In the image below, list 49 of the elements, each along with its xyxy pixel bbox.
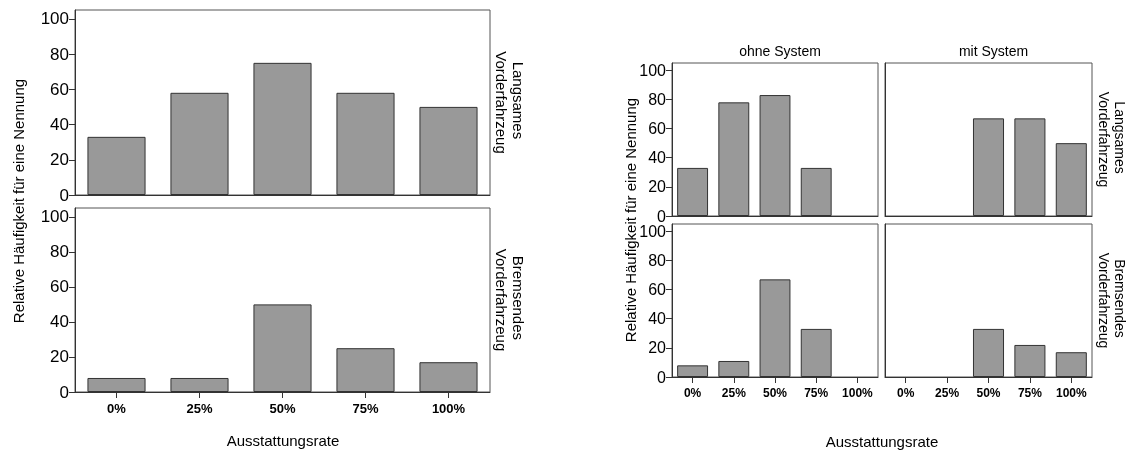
x-tick-label: 100%	[1055, 386, 1087, 400]
y-tick-label: 20	[50, 347, 69, 367]
y-tick-label: 60	[648, 120, 667, 138]
y-tick-label: 0	[657, 368, 667, 386]
x-tick-label: 25%	[721, 386, 747, 400]
y-tick-label: 0	[59, 382, 69, 402]
x-tick-label: 100%	[842, 386, 874, 400]
y-tick-label: 100	[639, 222, 667, 240]
x-tick-label: 25%	[186, 401, 213, 416]
y-tick-label: 20	[648, 339, 667, 357]
y-tick-label: 20	[50, 150, 69, 170]
y-tick-label: 0	[59, 185, 69, 205]
x-tick-label: 0%	[683, 386, 702, 400]
x-tick-label: 50%	[269, 401, 296, 416]
y-tick-label: 80	[648, 251, 667, 269]
y-tick-label: 100	[40, 9, 69, 29]
y-tick-label: 20	[648, 178, 667, 196]
y-tick-label: 100	[40, 207, 69, 227]
x-tick-label: 75%	[804, 386, 829, 400]
x-axis-title: Ausstattungsrate	[226, 431, 340, 449]
x-tick-label: 25%	[935, 386, 960, 400]
text: Bremsendes Vorderfahrzeug	[1096, 252, 1127, 349]
y-tick-label: 40	[648, 149, 667, 167]
y-tick-label: 80	[648, 90, 667, 108]
x-tick-label: 50%	[976, 386, 1001, 400]
y-tick-label: 60	[648, 281, 667, 299]
y-axis-title: Relative Häufigkeit für eine Nennung	[621, 97, 639, 343]
x-tick-label: 75%	[1017, 386, 1043, 400]
y-tick-label: 40	[50, 312, 69, 332]
chart-title: mit System	[958, 43, 1029, 59]
x-axis-title: Ausstattungsrate	[825, 432, 939, 450]
y-tick-label: 0	[657, 207, 667, 225]
y-tick-label: 100	[639, 61, 667, 79]
text: Bremsendes Vorderfahrzeug	[493, 248, 527, 352]
chart-title: ohne System	[739, 43, 821, 59]
x-tick-label: 75%	[352, 401, 379, 416]
y-tick-label: 80	[50, 44, 69, 64]
y-axis-title: Relative Häufigkeit für eine Nennung	[9, 78, 27, 324]
y-tick-label: 60	[50, 277, 69, 297]
y-tick-label: 40	[648, 310, 667, 328]
x-tick-label: 0%	[107, 401, 127, 416]
text: Langsames Vorderfahrzeug	[493, 51, 527, 154]
x-tick-label: 100%	[431, 401, 466, 416]
x-tick-label: 50%	[762, 386, 788, 400]
y-tick-label: 60	[50, 79, 69, 99]
x-tick-label: 0%	[897, 386, 915, 400]
y-tick-label: 80	[50, 242, 69, 262]
y-tick-label: 40	[50, 115, 69, 135]
text: Langsames Vorderfahrzeug	[1096, 91, 1127, 188]
